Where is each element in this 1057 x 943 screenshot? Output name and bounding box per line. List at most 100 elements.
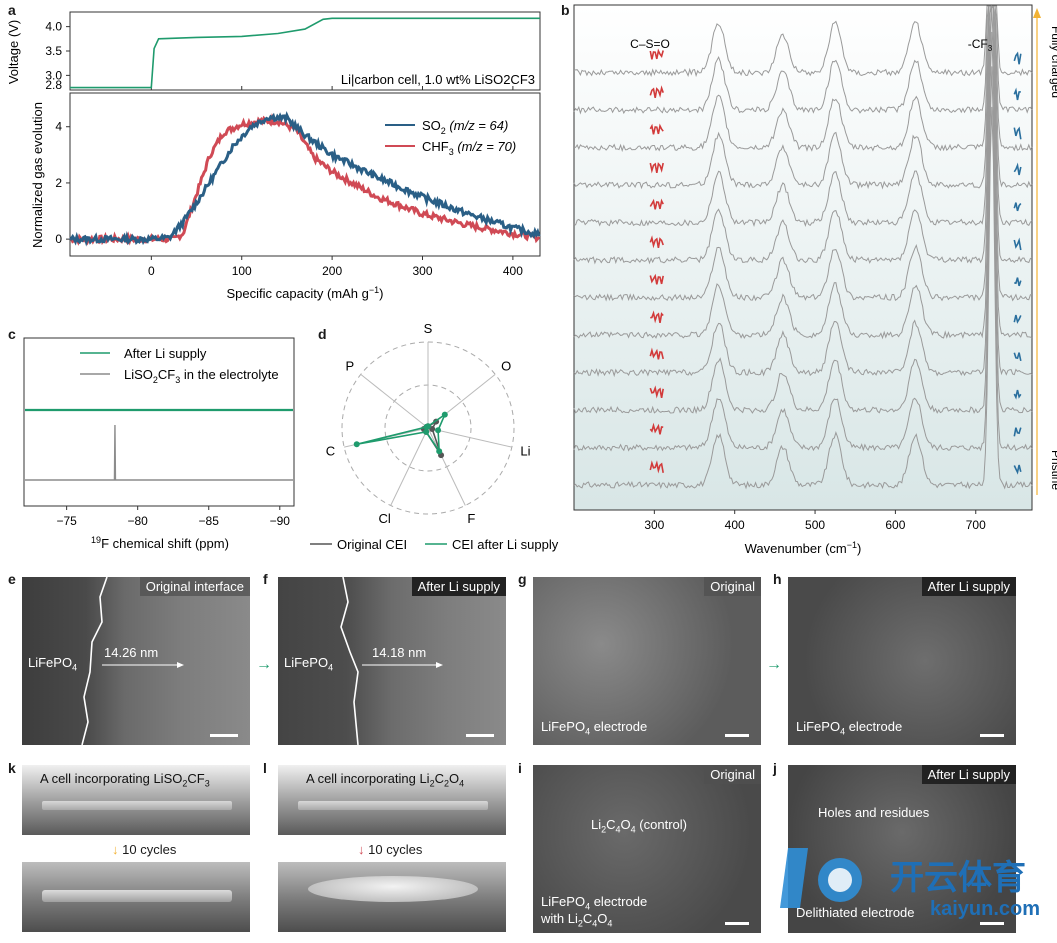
cf3-mark <box>1013 352 1022 362</box>
tem-thickness-label: 14.26 nm <box>104 645 159 660</box>
tag-after-li-supply: After Li supply <box>921 577 1016 596</box>
cf3-mark <box>1013 237 1022 251</box>
radar-axis-label: F <box>467 511 475 526</box>
radar-spoke <box>427 427 466 506</box>
nmr-axis-label: 19F chemical shift (ppm) <box>91 535 229 551</box>
radar-point <box>353 441 360 448</box>
cso-mark <box>649 123 664 135</box>
cf3-mark <box>1013 427 1022 437</box>
cell-caption: A cell incorporating Li2C2O4 <box>306 771 465 789</box>
radar-spoke <box>390 427 429 506</box>
sem-image-delithiated: After Li supply Holes and residues Delit… <box>788 765 1016 933</box>
tag-original: Original <box>704 765 761 784</box>
wavenumber-tick-label: 500 <box>805 518 825 532</box>
cycles-arrow-icon: ↓ <box>112 842 119 857</box>
capacity-tick-label: 300 <box>412 264 432 278</box>
cf3-mark <box>1013 464 1022 475</box>
panel-label-k: k <box>8 760 16 776</box>
cso-mark <box>649 48 664 60</box>
cell-photo-before: A cell incorporating LiSO2CF3 <box>22 765 250 835</box>
chart-a-bottom-frame <box>69 92 541 257</box>
pouch-cell <box>42 890 232 902</box>
capacity-tick-label: 200 <box>322 264 342 278</box>
cycles-label: ↓ 10 cycles <box>112 842 177 857</box>
nmr-tick-label: −85 <box>199 514 220 528</box>
nmr-tick-label: −80 <box>128 514 149 528</box>
raman-spectrum <box>573 5 1033 78</box>
charge-arrow-head <box>1033 8 1041 18</box>
radar-ring <box>341 341 515 515</box>
pouch-cell <box>42 801 232 810</box>
wavenumber-tick-label: 400 <box>725 518 745 532</box>
scale-bar <box>466 734 494 737</box>
cso-mark <box>649 85 664 98</box>
scale-bar <box>980 734 1004 737</box>
e-to-f-arrow: → <box>256 656 272 673</box>
legend-cei-after-li-label: CEI after Li supply <box>452 537 559 552</box>
voltage-tick-label: 3.0 <box>45 68 62 82</box>
cso-mark <box>649 162 664 174</box>
raman-spectrum <box>573 5 1033 378</box>
cso-mark <box>649 385 664 399</box>
pouch-cell <box>298 801 488 810</box>
scale-bar <box>980 922 1004 925</box>
voltage-curve <box>70 17 540 89</box>
scale-bar <box>210 734 238 737</box>
sem-caption: LiFePO4 electrode <box>541 719 648 737</box>
voltage-tick-label: 3.5 <box>45 44 62 58</box>
raman-spectrum <box>573 4 1033 340</box>
cf3-mark <box>1013 389 1022 400</box>
wavenumber-tick-label: 700 <box>966 518 986 532</box>
cf3-label: -CF3 <box>968 37 993 53</box>
chart-b: 300 400 500 600 700 C–S=O -CF3 Fully charged… <box>573 4 1057 556</box>
kaiyun-logo-mark <box>778 838 878 918</box>
cf3-mark <box>1013 126 1022 140</box>
radar-axis-label: O <box>501 359 511 374</box>
radar-spoke <box>427 427 512 448</box>
panel-label-h: h <box>773 571 782 587</box>
raman-spectrum <box>573 5 1033 228</box>
raman-spectrum <box>573 5 1033 115</box>
voltage-tick-label: 4.0 <box>45 20 62 34</box>
cell-photo-before: A cell incorporating Li2C2O4 <box>278 765 506 835</box>
tem-image-after: After Li supply LiFePO4 14.18 nm <box>278 577 506 745</box>
gas-tick-label: 0 <box>55 232 62 246</box>
legend-so2-label: SO2 (m/z = 64) <box>422 118 508 136</box>
capacity-axis-label: Specific capacity (mAh g−1) <box>227 285 384 301</box>
fully-charged-label: Fully charged <box>1049 26 1057 98</box>
cso-mark <box>650 310 664 324</box>
tem-thickness-label: 14.18 nm <box>372 645 427 660</box>
radar-axis-label: S <box>424 321 433 336</box>
radar-point <box>436 448 443 455</box>
sem-image-li2c4o4: Original Li2C4O4 (control) LiFePO4 elect… <box>533 765 761 933</box>
raman-spectrum <box>573 5 1033 190</box>
panel-label-l: l <box>263 760 267 776</box>
panel-label-f: f <box>263 571 268 587</box>
sem-caption: LiFePO4 electrode <box>796 719 903 737</box>
panel-label-c: c <box>8 326 16 342</box>
control-label: Li2C4O4 (control) <box>591 817 687 835</box>
cso-mark <box>649 347 664 360</box>
radar-point <box>435 427 442 434</box>
wavenumber-tick-label: 300 <box>644 518 664 532</box>
scale-bar <box>725 734 749 737</box>
wavenumber-axis-label: Wavenumber (cm−1) <box>745 540 862 556</box>
panel-label-a: a <box>8 2 16 18</box>
scale-bar <box>725 922 749 925</box>
chart-c: −75 −80 −85 −90 After Li supply LiSO2CF3 in… <box>23 337 295 551</box>
sem-caption: Delithiated electrode <box>796 905 915 920</box>
radar-axis-label: C <box>326 443 335 458</box>
radar-series-1 <box>356 412 447 455</box>
chart-b-frame <box>573 4 1033 511</box>
g-to-h-arrow: → <box>766 656 782 673</box>
tag-after-li-supply: After Li supply <box>921 765 1016 784</box>
cso-mark <box>649 422 664 435</box>
legend-lisocf3-label: LiSO2CF3 in the electrolyte <box>124 367 279 385</box>
panel-label-i: i <box>518 760 522 776</box>
holes-label: Holes and residues <box>818 805 930 820</box>
tag-original: Original <box>704 577 761 596</box>
raman-spectrum <box>573 31 1033 415</box>
cf3-mark <box>1013 87 1021 101</box>
cf3-mark <box>1013 162 1022 176</box>
tem-material-label: LiFePO4 <box>284 655 334 673</box>
